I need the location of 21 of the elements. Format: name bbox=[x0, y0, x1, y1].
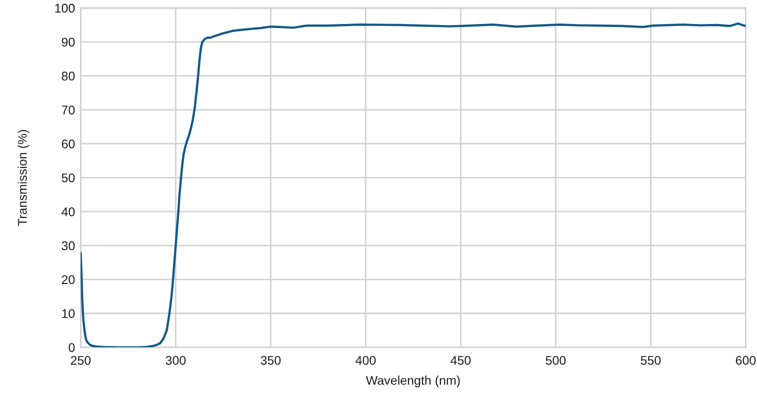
y-tick-label: 60 bbox=[62, 140, 75, 148]
y-tick-label: 100 bbox=[55, 4, 75, 13]
y-tick-label: 70 bbox=[62, 106, 75, 114]
y-tick-label: 30 bbox=[62, 241, 75, 250]
x-tick-label: 550 bbox=[640, 356, 661, 365]
y-axis-title: Transmission (%) bbox=[18, 130, 30, 226]
x-tick-label: 600 bbox=[736, 356, 756, 365]
x-tick-label: 450 bbox=[450, 356, 471, 365]
x-tick-label: 400 bbox=[356, 356, 376, 365]
x-tick-label: 500 bbox=[546, 356, 566, 365]
x-tick-label: 300 bbox=[166, 356, 186, 365]
y-tick-label: 90 bbox=[62, 38, 75, 47]
y-tick-label: 0 bbox=[68, 343, 75, 352]
y-tick-label: 10 bbox=[62, 309, 75, 318]
y-tick-label: 20 bbox=[62, 275, 75, 284]
y-tick-label: 40 bbox=[62, 207, 75, 216]
x-tick-label: 350 bbox=[260, 356, 281, 365]
x-axis-title: Wavelength (nm) bbox=[366, 376, 460, 388]
x-tick-label: 250 bbox=[70, 356, 91, 365]
y-tick-label: 50 bbox=[62, 173, 75, 182]
y-tick-label: 80 bbox=[62, 72, 75, 81]
